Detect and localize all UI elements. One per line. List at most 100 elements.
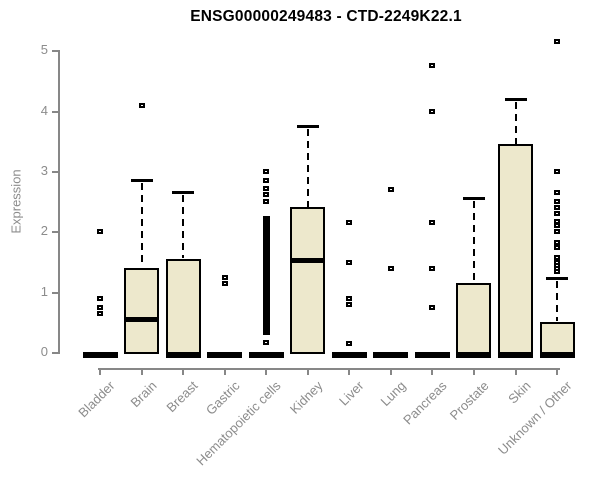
box-unknown-other bbox=[540, 322, 575, 354]
outlier-point-center bbox=[390, 189, 392, 190]
flat-box-hematopoietic-cells bbox=[249, 352, 284, 358]
outlier-point bbox=[554, 190, 560, 195]
outlier-point-center bbox=[99, 313, 101, 314]
x-axis-tick bbox=[348, 369, 350, 375]
outlier-point-center bbox=[265, 188, 267, 189]
x-axis-tick bbox=[390, 369, 392, 375]
outlier-point bbox=[97, 296, 103, 301]
outlier-point bbox=[554, 269, 560, 274]
box-prostate bbox=[456, 283, 491, 354]
outlier-point-center bbox=[431, 222, 433, 223]
outlier-point bbox=[388, 266, 394, 271]
outlier-point bbox=[263, 186, 269, 191]
flat-box-gastric bbox=[207, 352, 242, 358]
outlier-point-center bbox=[99, 307, 101, 308]
whisker-cap bbox=[463, 197, 485, 200]
outlier-point bbox=[554, 255, 560, 260]
outlier-point bbox=[554, 266, 560, 271]
outlier-point bbox=[554, 39, 560, 44]
outlier-point bbox=[139, 103, 145, 108]
x-axis-tick bbox=[182, 369, 184, 375]
outlier-point-center bbox=[224, 283, 226, 284]
outlier-point bbox=[429, 305, 435, 310]
outlier-point bbox=[222, 281, 228, 286]
whisker-line bbox=[141, 183, 143, 267]
outlier-point bbox=[554, 263, 560, 268]
outlier-point bbox=[554, 223, 560, 228]
outlier-point-center bbox=[556, 265, 558, 266]
outlier-point bbox=[222, 275, 228, 280]
outlier-point-center bbox=[265, 342, 267, 343]
flat-box-lung bbox=[373, 352, 408, 358]
y-tick-label: 2 bbox=[40, 223, 48, 238]
y-axis-tick bbox=[52, 231, 59, 233]
outlier-point-center bbox=[556, 192, 558, 193]
outlier-point-center bbox=[348, 222, 350, 223]
outlier-point-center bbox=[556, 41, 558, 42]
outlier-point bbox=[97, 305, 103, 310]
outlier-point bbox=[263, 169, 269, 174]
median-line bbox=[540, 352, 575, 358]
outlier-point-center bbox=[141, 105, 143, 106]
chart-title: ENSG00000249483 - CTD-2249K22.1 bbox=[190, 8, 462, 25]
y-tick-label: 5 bbox=[40, 42, 48, 57]
y-tick-label: 0 bbox=[40, 344, 48, 359]
outlier-point-center bbox=[556, 262, 558, 263]
outlier-band bbox=[263, 216, 270, 335]
outlier-point bbox=[554, 211, 560, 216]
outlier-point bbox=[346, 260, 352, 265]
whisker-line bbox=[307, 129, 309, 207]
outlier-point bbox=[97, 311, 103, 316]
outlier-point bbox=[263, 192, 269, 197]
whisker-cap bbox=[297, 125, 319, 128]
whisker-cap bbox=[131, 179, 153, 182]
outlier-point-center bbox=[224, 277, 226, 278]
outlier-point bbox=[263, 178, 269, 183]
flat-box-liver bbox=[332, 352, 367, 358]
outlier-point-center bbox=[431, 307, 433, 308]
y-axis-tick bbox=[52, 50, 59, 52]
outlier-point-center bbox=[556, 221, 558, 222]
x-axis-tick bbox=[224, 369, 226, 375]
outlier-point-center bbox=[265, 194, 267, 195]
y-axis-tick bbox=[52, 352, 59, 354]
outlier-point-center bbox=[265, 180, 267, 181]
outlier-point bbox=[263, 340, 269, 345]
y-tick-label: 3 bbox=[40, 163, 48, 178]
outlier-point-center bbox=[431, 268, 433, 269]
box-skin bbox=[498, 144, 533, 354]
y-axis-tick bbox=[52, 171, 59, 173]
x-axis-tick bbox=[431, 369, 433, 375]
median-line bbox=[456, 352, 491, 358]
x-axis-tick bbox=[473, 369, 475, 375]
outlier-point bbox=[429, 220, 435, 225]
whisker-cap bbox=[505, 98, 527, 101]
x-axis-tick bbox=[141, 369, 143, 375]
outlier-point-center bbox=[99, 298, 101, 299]
outlier-point bbox=[554, 219, 560, 224]
outlier-point bbox=[554, 205, 560, 210]
x-axis-tick bbox=[307, 369, 309, 375]
outlier-point bbox=[554, 169, 560, 174]
outlier-point-center bbox=[348, 262, 350, 263]
outlier-point bbox=[429, 63, 435, 68]
outlier-point-center bbox=[556, 242, 558, 243]
whisker-cap bbox=[546, 277, 568, 280]
flat-box-bladder bbox=[83, 352, 118, 358]
outlier-point bbox=[554, 260, 560, 265]
outlier-point bbox=[346, 302, 352, 307]
outlier-point-center bbox=[348, 343, 350, 344]
outlier-point bbox=[554, 245, 560, 250]
outlier-point-center bbox=[556, 213, 558, 214]
outlier-point-center bbox=[556, 201, 558, 202]
flat-box-pancreas bbox=[415, 352, 450, 358]
outlier-point-center bbox=[556, 225, 558, 226]
outlier-point bbox=[554, 199, 560, 204]
y-axis-tick bbox=[52, 292, 59, 294]
outlier-point-center bbox=[556, 171, 558, 172]
outlier-point bbox=[388, 187, 394, 192]
median-line bbox=[124, 317, 159, 322]
x-axis-tick bbox=[515, 369, 517, 375]
outlier-point-center bbox=[556, 207, 558, 208]
